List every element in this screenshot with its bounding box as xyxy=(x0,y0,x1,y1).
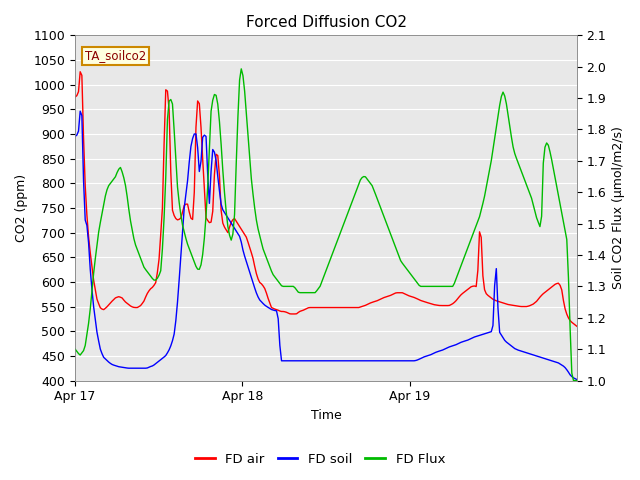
Y-axis label: CO2 (ppm): CO2 (ppm) xyxy=(15,174,28,242)
Y-axis label: Soil CO2 Flux (μmol/m2/s): Soil CO2 Flux (μmol/m2/s) xyxy=(612,127,625,289)
Text: TA_soilco2: TA_soilco2 xyxy=(85,49,147,62)
Title: Forced Diffusion CO2: Forced Diffusion CO2 xyxy=(246,15,406,30)
X-axis label: Time: Time xyxy=(310,409,341,422)
Legend: FD air, FD soil, FD Flux: FD air, FD soil, FD Flux xyxy=(189,447,451,471)
